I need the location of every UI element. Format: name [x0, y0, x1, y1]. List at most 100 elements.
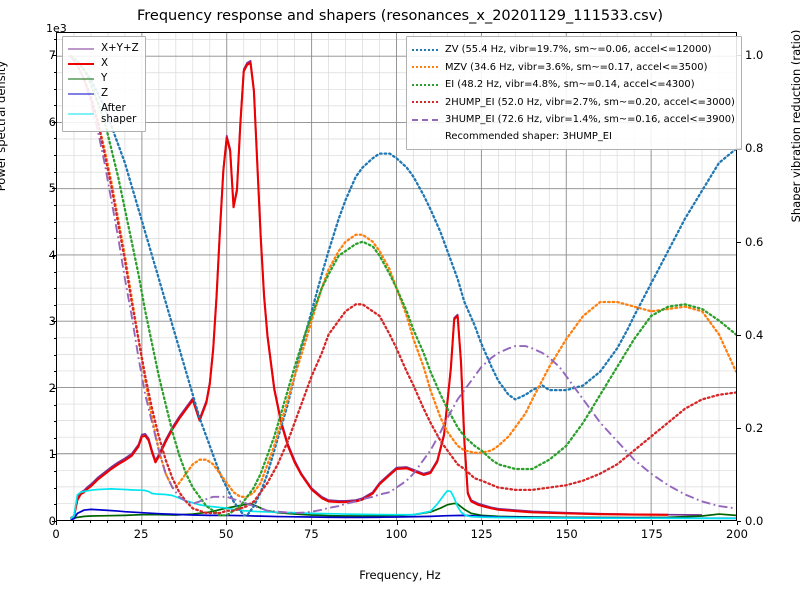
legend-label: 2HUMP_EI (52.0 Hz, vibr=2.7%, sm~=0.20, …: [445, 96, 735, 108]
x-minor-tickmark: [702, 521, 704, 524]
x-minor-tickmark: [498, 521, 500, 524]
data-curves: [69, 55, 736, 520]
x-tick-label: 150: [555, 527, 578, 541]
y-left-minor-tickmark: [53, 404, 56, 406]
y-left-tickmark: [52, 387, 56, 389]
legend-swatch-icon: [412, 62, 438, 73]
legend-item-ei[interactable]: EI (48.2 Hz, vibr=4.8%, sm~=0.14, accel<…: [412, 76, 735, 94]
x-tickmark: [651, 521, 653, 525]
legend-item-x[interactable]: X: [68, 56, 139, 71]
x-axis-label: Frequency, Hz: [359, 568, 441, 582]
legend-swatch-icon: [412, 79, 438, 90]
x-minor-tickmark: [362, 521, 364, 524]
x-minor-tickmark: [719, 521, 721, 524]
x-tickmark: [226, 521, 228, 525]
legend-item-mzv[interactable]: MZV (34.6 Hz, vibr=3.6%, sm~=0.17, accel…: [412, 59, 735, 77]
y-right-tick-label: 0.4: [745, 327, 764, 342]
x-minor-tickmark: [583, 521, 585, 524]
x-tickmark: [141, 521, 143, 525]
y-left-tickmark: [52, 55, 56, 57]
x-minor-tickmark: [668, 521, 670, 524]
y-left-tickmark: [52, 188, 56, 190]
y-left-tick-label: 2: [48, 380, 56, 395]
series-after-shaper: [70, 488, 736, 520]
y-left-tick-label: 6: [48, 114, 56, 129]
x-minor-tickmark: [294, 521, 296, 524]
x-minor-tickmark: [532, 521, 534, 524]
y-left-minor-tickmark: [53, 371, 56, 373]
legend-label: ZV (55.4 Hz, vibr=19.7%, sm~=0.06, accel…: [445, 44, 712, 56]
y-left-minor-tickmark: [53, 437, 56, 439]
x-minor-tickmark: [158, 521, 160, 524]
y-left-minor-tickmark: [53, 88, 56, 90]
x-tickmark: [56, 521, 57, 525]
y-left-tick-label: 4: [48, 247, 56, 262]
legend-label: Z: [101, 87, 109, 99]
y-left-minor-tickmark: [53, 421, 56, 423]
legend-swatch-icon: [68, 109, 94, 120]
y-left-tickmark: [52, 321, 56, 323]
x-minor-tickmark: [107, 521, 109, 524]
legend-item-y[interactable]: Y: [68, 71, 139, 86]
y-left-minor-tickmark: [53, 354, 56, 356]
y-left-tick-label: 5: [48, 181, 56, 196]
legend-swatch-icon: [68, 43, 94, 54]
legend-item-zv[interactable]: ZV (55.4 Hz, vibr=19.7%, sm~=0.06, accel…: [412, 41, 735, 59]
y-left-tickmark: [52, 521, 56, 522]
x-minor-tickmark: [447, 521, 449, 524]
y-left-tickmark: [52, 454, 56, 456]
x-tickmark: [566, 521, 568, 525]
x-minor-tickmark: [124, 521, 126, 524]
y-left-tick-label: 7: [48, 48, 56, 63]
legend-label: EI (48.2 Hz, vibr=4.8%, sm~=0.14, accel<…: [445, 79, 695, 91]
legend-swatch-icon: [68, 88, 94, 99]
legend-shapers[interactable]: ZV (55.4 Hz, vibr=19.7%, sm~=0.06, accel…: [406, 36, 742, 150]
y-left-minor-tickmark: [53, 105, 56, 107]
y-left-tickmark: [52, 121, 56, 123]
legend-swatch-icon: [412, 97, 438, 108]
series-x: [70, 61, 669, 520]
legend-item-after-shaper[interactable]: After shaper: [68, 101, 139, 127]
legend-item-x-y-z[interactable]: X+Y+Z: [68, 41, 139, 56]
x-minor-tickmark: [345, 521, 347, 524]
x-tick-label: 100: [385, 527, 408, 541]
x-minor-tickmark: [413, 521, 415, 524]
y-left-minor-tickmark: [53, 271, 56, 273]
series-3hump-ei: [69, 55, 736, 514]
y-left-minor-tickmark: [53, 304, 56, 306]
legend-item-z[interactable]: Z: [68, 86, 139, 101]
recommended-shaper-note: Recommended shaper: 3HUMP_EI: [445, 130, 612, 142]
x-minor-tickmark: [277, 521, 279, 524]
x-minor-tickmark: [617, 521, 619, 524]
x-minor-tickmark: [379, 521, 381, 524]
x-minor-tickmark: [192, 521, 194, 524]
legend-label: 3HUMP_EI (72.6 Hz, vibr=1.4%, sm~=0.16, …: [445, 114, 735, 126]
x-tick-label: 50: [218, 527, 234, 541]
x-minor-tickmark: [209, 521, 211, 524]
x-minor-tickmark: [243, 521, 245, 524]
y-right-tickmark: [737, 427, 741, 429]
legend-signals[interactable]: X+Y+Z X Y Z After shaper: [62, 36, 146, 132]
y-left-tickmark: [52, 254, 56, 256]
legend-label: X+Y+Z: [101, 42, 139, 54]
legend-item-3hump-ei[interactable]: 3HUMP_EI (72.6 Hz, vibr=1.4%, sm~=0.16, …: [412, 111, 735, 129]
y-right-tickmark: [737, 334, 741, 336]
x-minor-tickmark: [328, 521, 330, 524]
y-left-minor-tickmark: [53, 204, 56, 206]
x-minor-tickmark: [430, 521, 432, 524]
y-right-tick-label: 0.6: [745, 234, 764, 249]
y-right-tick-label: 1.0: [745, 48, 764, 63]
series-zv: [69, 55, 736, 517]
legend-item-2hump-ei[interactable]: 2HUMP_EI (52.0 Hz, vibr=2.7%, sm~=0.20, …: [412, 94, 735, 112]
x-minor-tickmark: [175, 521, 177, 524]
x-minor-tickmark: [634, 521, 636, 524]
x-minor-tickmark: [260, 521, 262, 524]
y-axis-left-label: Power spectral density: [0, 60, 8, 192]
y-left-minor-tickmark: [53, 138, 56, 140]
x-tick-label: 200: [726, 527, 748, 541]
y-left-tick-label: 3: [48, 314, 56, 329]
y-left-minor-tickmark: [53, 71, 56, 73]
y-left-minor-tickmark: [53, 38, 56, 40]
legend-label: MZV (34.6 Hz, vibr=3.6%, sm~=0.17, accel…: [445, 61, 708, 73]
